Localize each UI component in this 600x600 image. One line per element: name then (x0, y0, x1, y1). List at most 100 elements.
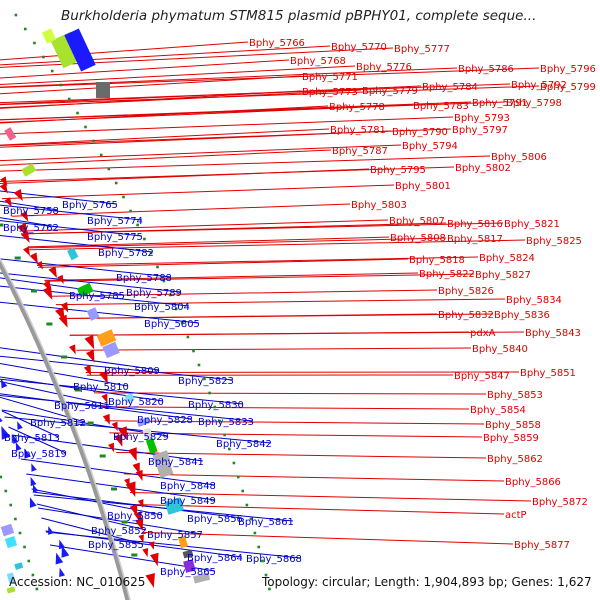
gene-label[interactable]: Bphy_5805 (144, 319, 200, 330)
gene-label[interactable]: Bphy_5850 (107, 511, 163, 522)
gene-label[interactable]: Bphy_5811 (54, 401, 110, 412)
gene-label[interactable]: Bphy_5820 (108, 397, 164, 408)
gene-label[interactable]: Bphy_5849 (160, 496, 216, 507)
gene-label[interactable]: Bphy_5861 (238, 517, 294, 528)
gene-label[interactable]: Bphy_5833 (198, 417, 254, 428)
gene-label[interactable]: Bphy_5825 (526, 236, 582, 247)
gene-label[interactable]: Bphy_5776 (356, 62, 412, 73)
gene-label[interactable]: Bphy_5822 (419, 269, 475, 280)
gene-label[interactable]: Bphy_5827 (475, 270, 531, 281)
gene-label[interactable]: Bphy_5785 (69, 291, 125, 302)
gene-label[interactable]: Bphy_5774 (87, 216, 143, 227)
gene-label[interactable]: Bphy_5802 (455, 163, 511, 174)
gene-label[interactable]: Bphy_5770 (331, 42, 387, 53)
gene-label[interactable]: Bphy_5854 (470, 405, 526, 416)
gene-label[interactable]: Bphy_5840 (472, 344, 528, 355)
gene-label[interactable]: Bphy_5798 (506, 98, 562, 109)
gene-label[interactable]: Bphy_5859 (483, 433, 539, 444)
gene-label[interactable]: Bphy_5821 (504, 219, 560, 230)
gene-label[interactable]: Bphy_5781 (330, 125, 386, 136)
gene-label[interactable]: Bphy_5796 (540, 64, 596, 75)
gene-label[interactable]: Bphy_5868 (246, 554, 302, 565)
gene-label[interactable]: Bphy_5817 (447, 234, 503, 245)
gene-label[interactable]: Bphy_5856 (187, 514, 243, 525)
gene-label[interactable]: Bphy_5824 (479, 253, 535, 264)
gene-label[interactable]: Bphy_5799 (540, 82, 596, 93)
gene-label[interactable]: Bphy_5801 (395, 181, 451, 192)
feature-block (164, 497, 185, 515)
gene-label[interactable]: Bphy_5836 (494, 310, 550, 321)
gene-label[interactable]: Bphy_5807 (389, 216, 445, 227)
gene-label[interactable]: Bphy_5829 (113, 432, 169, 443)
gene-label[interactable]: Bphy_5816 (447, 219, 503, 230)
gene-label[interactable]: Bphy_5834 (506, 295, 562, 306)
gene-label[interactable]: Bphy_5786 (458, 64, 514, 75)
gene-label[interactable]: Bphy_5830 (188, 400, 244, 411)
gene-label[interactable]: Bphy_5848 (160, 481, 216, 492)
gene-label[interactable]: Bphy_5778 (329, 102, 385, 113)
gene-label[interactable]: Bphy_5791 (472, 98, 528, 109)
gene-label[interactable]: Bphy_5758 (3, 206, 59, 217)
gene-label[interactable]: Bphy_5826 (438, 286, 494, 297)
gene-label[interactable]: Bphy_5803 (351, 200, 407, 211)
gene-label[interactable]: Bphy_5793 (454, 113, 510, 124)
gene-label[interactable]: Bphy_5782 (98, 248, 154, 259)
gene-label[interactable]: Bphy_5797 (452, 125, 508, 136)
gene-label[interactable]: Bphy_5818 (409, 255, 465, 266)
gene-label[interactable]: Bphy_5866 (505, 477, 561, 488)
gene-label[interactable]: Bphy_5858 (485, 420, 541, 431)
gene-label[interactable]: Bphy_5794 (402, 141, 458, 152)
gene-label[interactable]: Bphy_5813 (4, 433, 60, 444)
gene-label[interactable]: Bphy_5855 (88, 540, 144, 551)
gene-label[interactable]: Bphy_5843 (525, 328, 581, 339)
gene-label[interactable]: Bphy_5857 (147, 530, 203, 541)
gene-label[interactable]: Bphy_5773 (302, 87, 358, 98)
gene-label[interactable]: Bphy_5784 (422, 82, 478, 93)
gene-label[interactable]: Bphy_5862 (487, 454, 543, 465)
gene-label[interactable]: Bphy_5810 (73, 382, 129, 393)
gene-label[interactable]: Bphy_5853 (487, 390, 543, 401)
gene-label[interactable]: Bphy_5841 (148, 457, 204, 468)
gene-label[interactable]: actP (505, 510, 527, 521)
gene-label[interactable]: Bphy_5789 (126, 288, 182, 299)
label-connector (0, 258, 171, 278)
gene-label[interactable]: Bphy_5788 (116, 273, 172, 284)
gene-label[interactable]: pdxA (470, 328, 496, 339)
gene-label[interactable]: Bphy_5812 (30, 418, 86, 429)
gene-label[interactable]: Bphy_5768 (290, 56, 346, 67)
label-connector (33, 494, 293, 522)
gene-label[interactable]: Bphy_5847 (454, 371, 510, 382)
gene-label[interactable]: Bphy_5787 (332, 146, 388, 157)
gene-label[interactable]: Bphy_5790 (392, 127, 448, 138)
gene-label[interactable]: Bphy_5762 (3, 223, 59, 234)
gene-label[interactable]: Bphy_5804 (134, 302, 190, 313)
gene-label[interactable]: Bphy_5864 (187, 553, 243, 564)
gene-label[interactable]: Bphy_5792 (511, 80, 567, 91)
gene-label[interactable]: Bphy_5766 (249, 38, 305, 49)
gene-label[interactable]: Bphy_5852 (91, 526, 147, 537)
track-dot (143, 237, 146, 241)
gene-label[interactable]: Bphy_5842 (216, 439, 272, 450)
gene-label[interactable]: Bphy_5872 (532, 497, 588, 508)
gene-label[interactable]: Bphy_5775 (87, 232, 143, 243)
gene-label[interactable]: Bphy_5783 (413, 101, 469, 112)
right-gene-labels[interactable]: Bphy_5766 Bphy_5770 Bphy_5777 Bphy_5768 Bphy… (249, 38, 596, 551)
gene-label[interactable]: Bphy_5806 (491, 152, 547, 163)
label-connector (0, 166, 455, 183)
gene-label[interactable]: Bphy_5809 (104, 366, 160, 377)
gene-label[interactable]: Bphy_5828 (137, 415, 193, 426)
gene-label[interactable]: Bphy_5819 (11, 449, 67, 460)
gene-label[interactable]: Bphy_5765 (62, 200, 118, 211)
gene-label[interactable]: Bphy_5808 (390, 233, 446, 244)
gene-label[interactable]: Bphy_5779 (362, 86, 418, 97)
gene-label[interactable]: Bphy_5832 (438, 310, 494, 321)
gene-label[interactable]: Bphy_5795 (370, 165, 426, 176)
gene-label[interactable]: Bphy_5823 (178, 376, 234, 387)
gene-label[interactable]: Bphy_5877 (514, 540, 570, 551)
gene-label[interactable]: Bphy_5777 (394, 44, 450, 55)
gene-label[interactable]: Bphy_5865 (160, 567, 216, 578)
label-connector (129, 492, 532, 502)
gene-label[interactable]: Bphy_5851 (520, 368, 576, 379)
gene-label[interactable]: Bphy_5771 (302, 72, 358, 83)
